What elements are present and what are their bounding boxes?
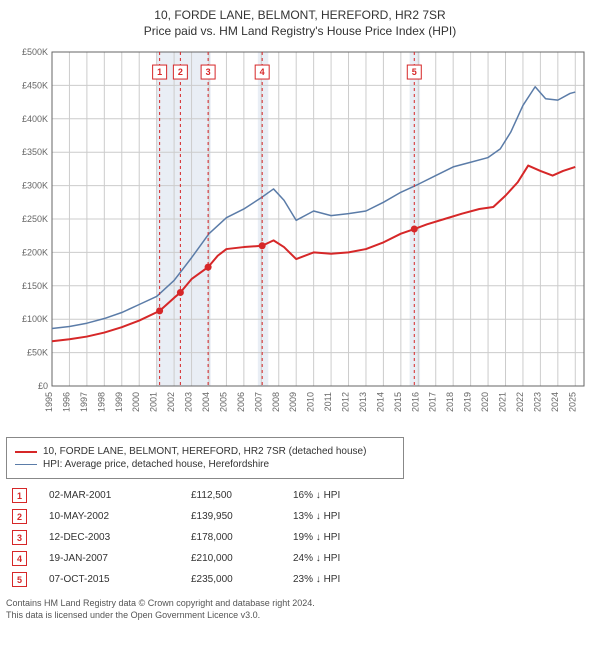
table-row: 2 10-MAY-2002 £139,950 13% ↓ HPI	[6, 506, 594, 527]
svg-text:2000: 2000	[131, 392, 141, 412]
sale-date: 12-DEC-2003	[49, 532, 169, 543]
svg-text:£150K: £150K	[22, 281, 48, 291]
chart-svg: £0 £50K £100K £150K £200K £250K £300K £350K £400…	[6, 46, 594, 426]
sale-date: 07-OCT-2015	[49, 574, 169, 585]
svg-text:2021: 2021	[498, 392, 508, 412]
legend-swatch	[15, 451, 37, 453]
sale-diff: 24% ↓ HPI	[293, 553, 383, 564]
sale-diff: 19% ↓ HPI	[293, 532, 383, 543]
svg-text:2014: 2014	[375, 392, 385, 412]
svg-text:1997: 1997	[79, 392, 89, 412]
svg-text:4: 4	[260, 67, 265, 77]
table-row: 4 19-JAN-2007 £210,000 24% ↓ HPI	[6, 548, 594, 569]
svg-text:2007: 2007	[253, 392, 263, 412]
sale-marker: 4	[12, 551, 27, 566]
legend-swatch	[15, 464, 37, 465]
sale-price: £178,000	[191, 532, 271, 543]
sale-date: 10-MAY-2002	[49, 511, 169, 522]
svg-text:1996: 1996	[61, 392, 71, 412]
table-row: 5 07-OCT-2015 £235,000 23% ↓ HPI	[6, 569, 594, 590]
sales-table: 1 02-MAR-2001 £112,500 16% ↓ HPI 2 10-MAY-200…	[6, 485, 594, 590]
footnote-line2: This data is licensed under the Open Gov…	[6, 610, 594, 622]
svg-text:£50K: £50K	[27, 348, 48, 358]
sale-diff: 16% ↓ HPI	[293, 490, 383, 501]
sale-price: £112,500	[191, 490, 271, 501]
svg-text:1998: 1998	[96, 392, 106, 412]
svg-text:2009: 2009	[288, 392, 298, 412]
footnote: Contains HM Land Registry data © Crown c…	[6, 598, 594, 621]
svg-text:2005: 2005	[218, 392, 228, 412]
legend: 10, FORDE LANE, BELMONT, HEREFORD, HR2 7…	[6, 437, 404, 479]
svg-text:£100K: £100K	[22, 314, 48, 324]
svg-text:2011: 2011	[323, 392, 333, 411]
svg-text:2024: 2024	[550, 392, 560, 412]
svg-text:5: 5	[412, 67, 417, 77]
sale-marker: 1	[12, 488, 27, 503]
svg-text:2022: 2022	[515, 392, 525, 412]
table-row: 3 12-DEC-2003 £178,000 19% ↓ HPI	[6, 527, 594, 548]
svg-text:2008: 2008	[271, 392, 281, 412]
svg-text:2001: 2001	[149, 392, 159, 412]
table-row: 1 02-MAR-2001 £112,500 16% ↓ HPI	[6, 485, 594, 506]
svg-text:1995: 1995	[44, 392, 54, 412]
svg-text:2010: 2010	[306, 392, 316, 412]
sale-diff: 23% ↓ HPI	[293, 574, 383, 585]
svg-text:£200K: £200K	[22, 247, 48, 257]
svg-text:£400K: £400K	[22, 114, 48, 124]
svg-text:1: 1	[157, 67, 162, 77]
svg-text:2020: 2020	[480, 392, 490, 412]
legend-label: HPI: Average price, detached house, Here…	[43, 459, 269, 470]
svg-text:£350K: £350K	[22, 147, 48, 157]
page-title-address: 10, FORDE LANE, BELMONT, HEREFORD, HR2 7…	[6, 8, 594, 22]
legend-item: 10, FORDE LANE, BELMONT, HEREFORD, HR2 7…	[15, 446, 395, 457]
sale-price: £139,950	[191, 511, 271, 522]
svg-text:2015: 2015	[393, 392, 403, 412]
sale-marker: 5	[12, 572, 27, 587]
svg-text:2018: 2018	[445, 392, 455, 412]
svg-text:2017: 2017	[428, 392, 438, 412]
legend-label: 10, FORDE LANE, BELMONT, HEREFORD, HR2 7…	[43, 446, 366, 457]
sale-price: £210,000	[191, 553, 271, 564]
svg-text:2004: 2004	[201, 392, 211, 412]
footnote-line1: Contains HM Land Registry data © Crown c…	[6, 598, 594, 610]
legend-item: HPI: Average price, detached house, Here…	[15, 459, 395, 470]
svg-text:2019: 2019	[463, 392, 473, 412]
svg-text:2: 2	[178, 67, 183, 77]
sale-date: 19-JAN-2007	[49, 553, 169, 564]
svg-text:2003: 2003	[184, 392, 194, 412]
svg-text:£0: £0	[38, 381, 48, 391]
sale-marker: 2	[12, 509, 27, 524]
svg-text:£300K: £300K	[22, 181, 48, 191]
price-chart: £0 £50K £100K £150K £200K £250K £300K £350K £400…	[6, 46, 594, 429]
sale-marker: 3	[12, 530, 27, 545]
sale-diff: 13% ↓ HPI	[293, 511, 383, 522]
svg-text:2016: 2016	[410, 392, 420, 412]
page-title-sub: Price paid vs. HM Land Registry's House …	[6, 24, 594, 38]
svg-text:2006: 2006	[236, 392, 246, 412]
svg-text:2002: 2002	[166, 392, 176, 412]
svg-text:2025: 2025	[567, 392, 577, 412]
svg-text:£250K: £250K	[22, 214, 48, 224]
sale-date: 02-MAR-2001	[49, 490, 169, 501]
svg-text:1999: 1999	[114, 392, 124, 412]
svg-text:2023: 2023	[532, 392, 542, 412]
svg-text:2013: 2013	[358, 392, 368, 412]
sale-price: £235,000	[191, 574, 271, 585]
svg-text:2012: 2012	[341, 392, 351, 412]
svg-text:£500K: £500K	[22, 47, 48, 57]
svg-text:3: 3	[206, 67, 211, 77]
svg-text:£450K: £450K	[22, 80, 48, 90]
